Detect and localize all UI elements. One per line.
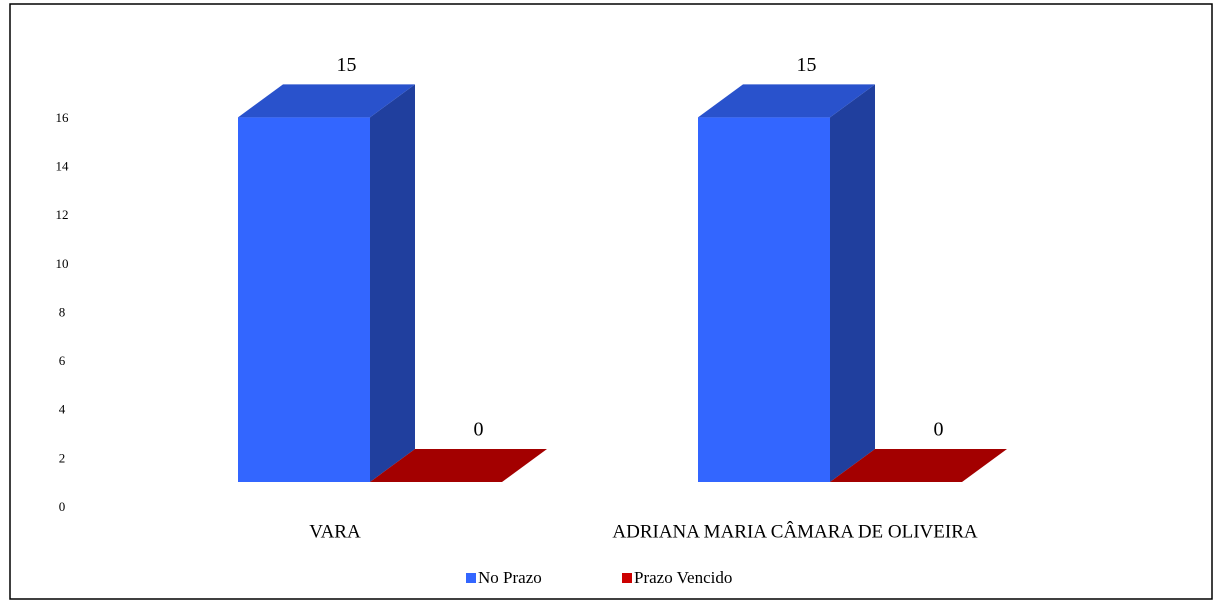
y-tick-label: 4	[59, 402, 66, 417]
bar-side	[370, 84, 415, 482]
chart-frame	[9, 3, 1213, 600]
x-tick-label: ADRIANA MARIA CÂMARA DE OLIVEIRA	[612, 520, 978, 542]
data-label: 0	[934, 419, 944, 441]
bar-side	[830, 84, 875, 482]
y-tick-label: 8	[59, 304, 66, 319]
bar-top	[830, 449, 1007, 482]
data-label: 0	[474, 419, 484, 441]
data-label: 15	[797, 54, 817, 76]
legend-label: No Prazo	[478, 568, 542, 587]
y-tick-label: 2	[59, 450, 66, 465]
bar-front	[238, 117, 370, 482]
y-tick-label: 12	[56, 207, 69, 222]
x-tick-label: VARA	[309, 521, 361, 542]
bar-top	[370, 449, 547, 482]
y-tick-label: 0	[59, 499, 66, 514]
y-tick-label: 14	[56, 159, 70, 174]
y-tick-label: 16	[56, 110, 70, 125]
legend-swatch	[622, 573, 632, 583]
legend-swatch	[466, 573, 476, 583]
y-tick-label: 10	[56, 256, 69, 271]
bar-front	[698, 117, 830, 482]
data-label: 15	[337, 54, 357, 76]
y-tick-label: 6	[59, 353, 66, 368]
legend-label: Prazo Vencido	[634, 568, 732, 587]
bar-top	[698, 84, 875, 118]
bar-top	[238, 84, 415, 118]
